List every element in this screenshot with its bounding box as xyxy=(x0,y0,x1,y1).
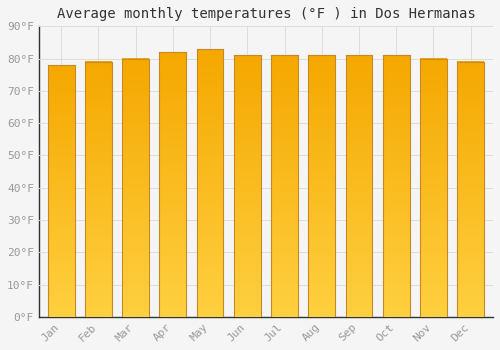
Title: Average monthly temperatures (°F ) in Dos Hermanas: Average monthly temperatures (°F ) in Do… xyxy=(56,7,476,21)
